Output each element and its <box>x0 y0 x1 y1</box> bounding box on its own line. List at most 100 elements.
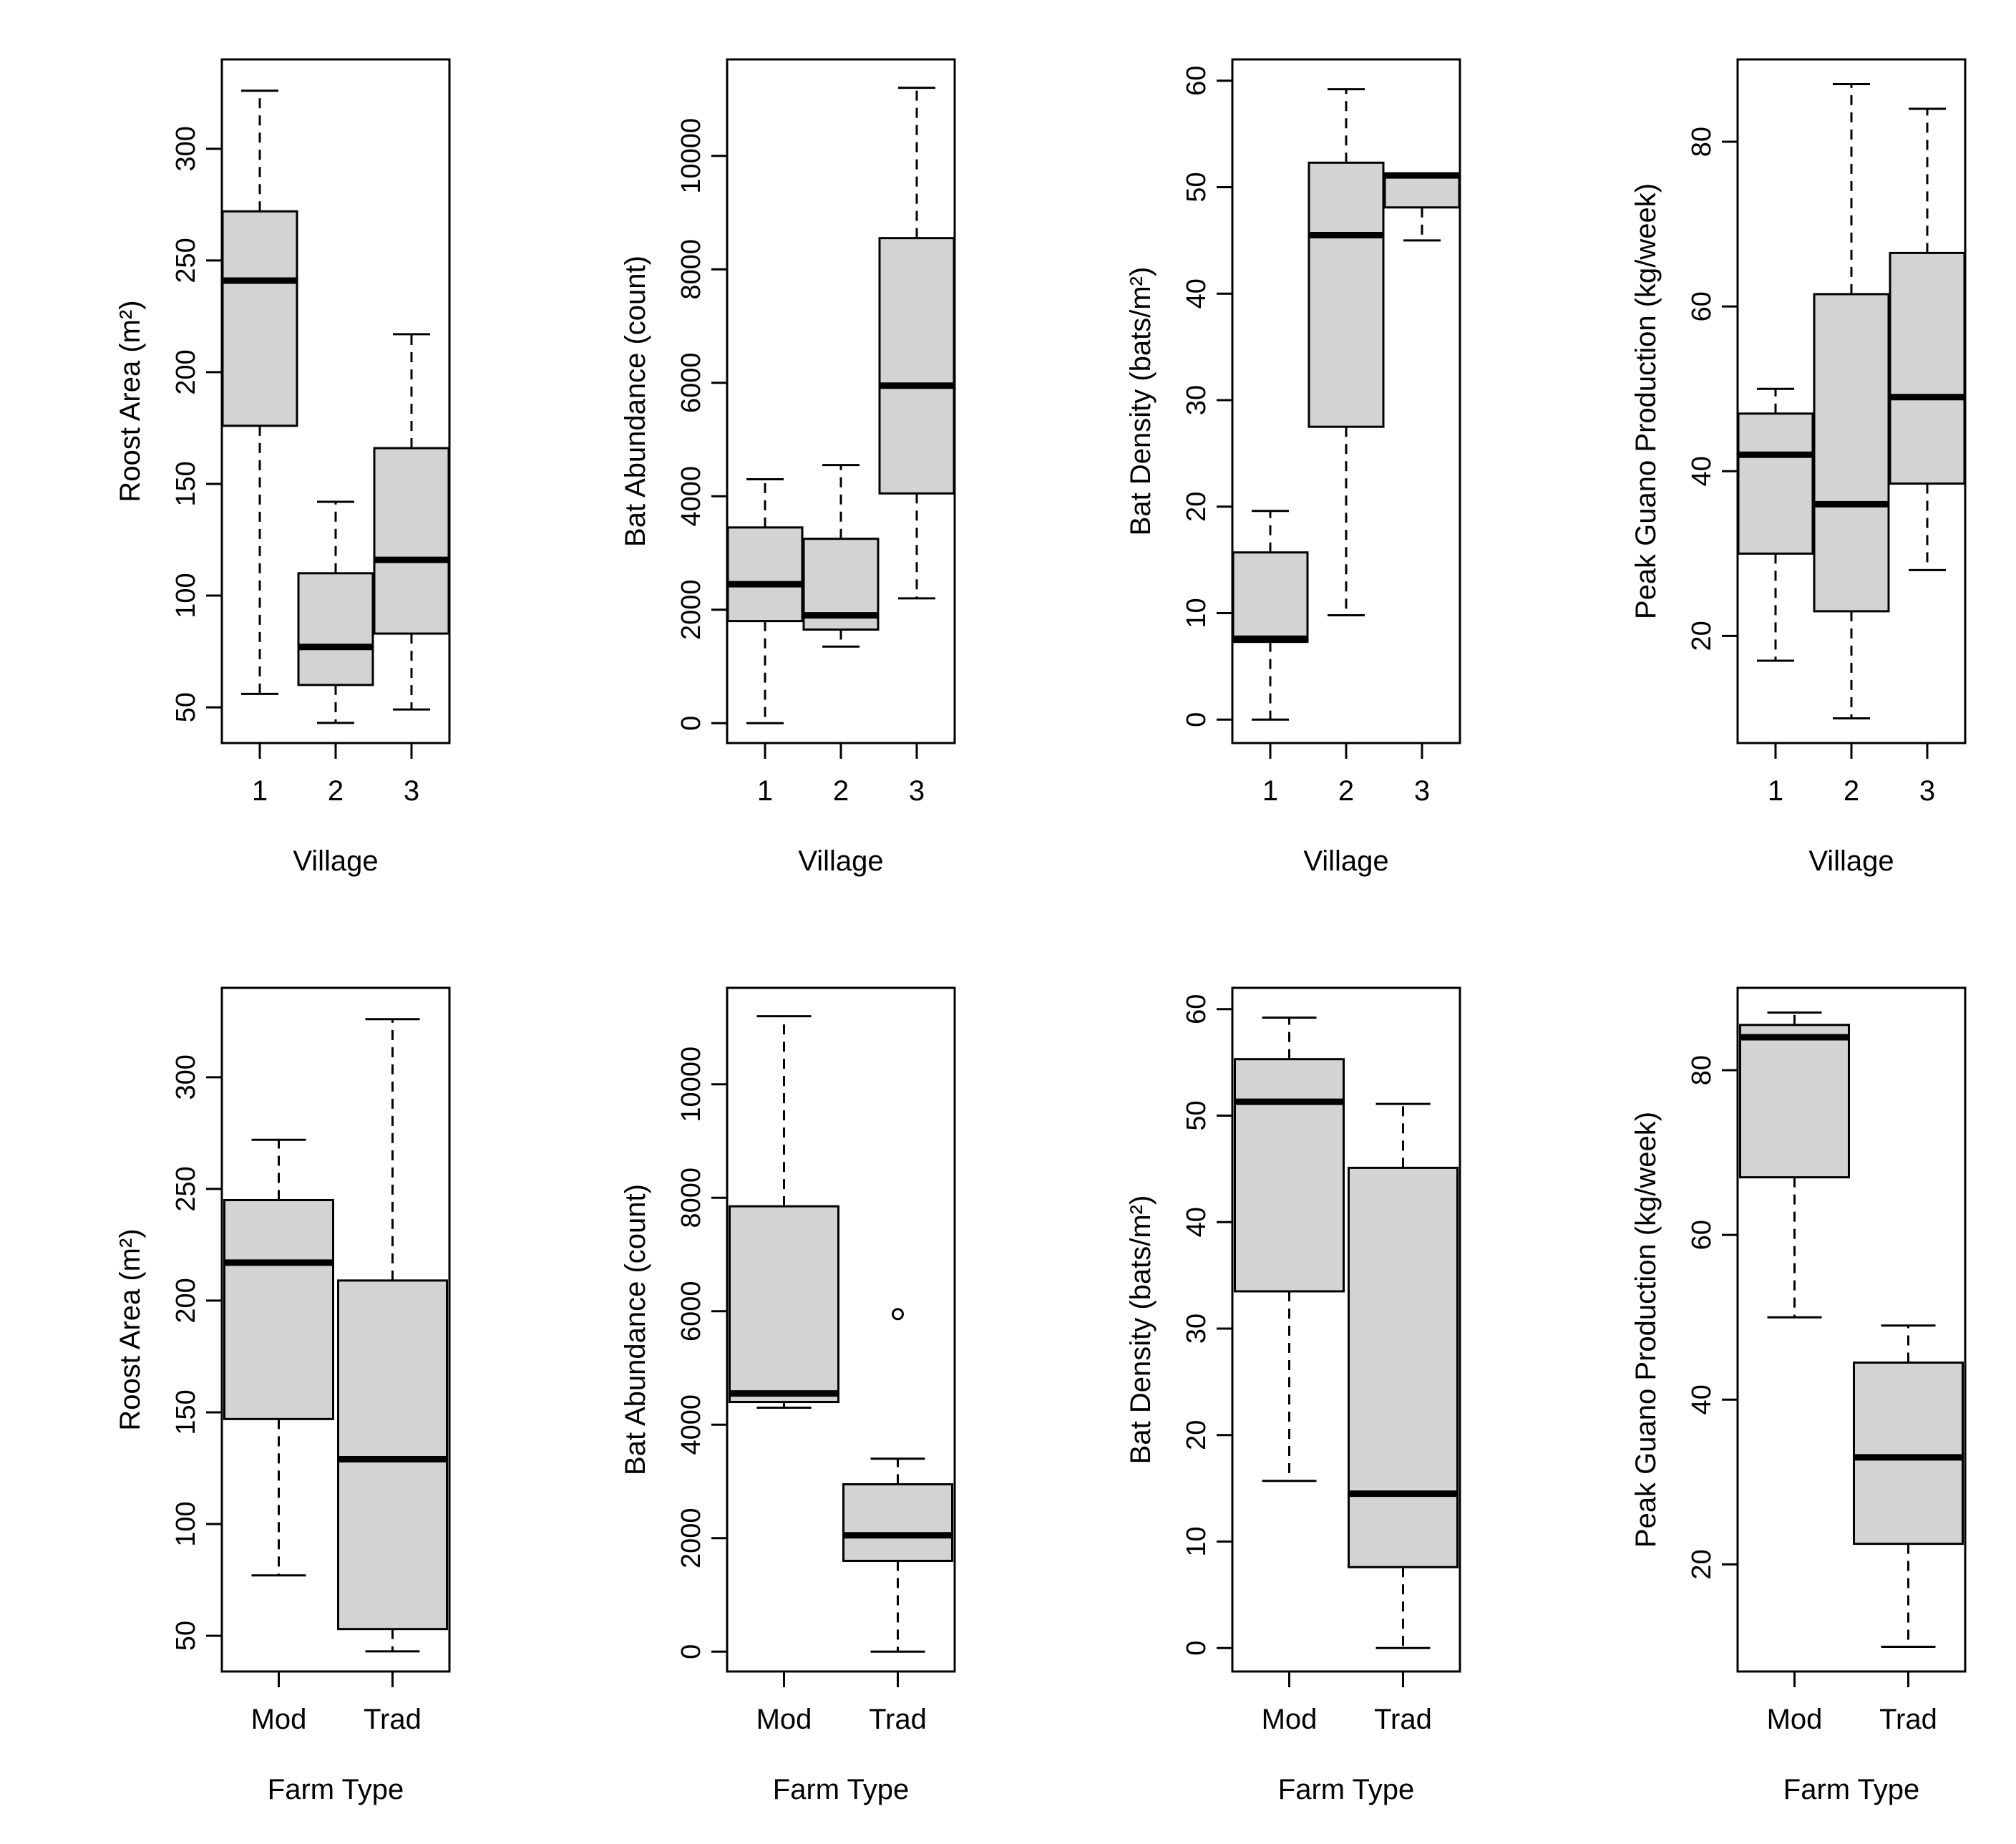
y-tick-label: 50 <box>171 692 201 722</box>
y-tick-label: 200 <box>171 1278 201 1323</box>
box-1 <box>221 89 298 695</box>
y-axis-label: Bat Density (bats/m²) <box>1125 1195 1156 1465</box>
y-tick-label: 150 <box>171 461 201 506</box>
box-iqr <box>373 447 450 635</box>
y-tick-label: 80 <box>1687 1055 1717 1085</box>
x-tick-label: 1 <box>757 775 773 807</box>
y-tick-label: 20 <box>1182 492 1212 522</box>
x-tick-label: 2 <box>1338 775 1354 807</box>
y-tick-label: 60 <box>1182 66 1212 96</box>
x-axis-label: Farm Type <box>773 1774 909 1805</box>
y-axis-label: Roost Area (m²) <box>115 300 146 502</box>
y-tick-label: 200 <box>171 349 201 394</box>
y-tick-label: 20 <box>1687 621 1717 651</box>
x-axis-label: Farm Type <box>1783 1774 1919 1805</box>
y-tick-label: 250 <box>171 1166 201 1211</box>
chart-panel-5: 50 100 150 200 250 300 Roost Area (m²) Mod Trad F… <box>115 986 451 1805</box>
y-tick-label: 0 <box>1182 1641 1212 1656</box>
y-tick-label: 4000 <box>676 1394 706 1455</box>
box-iqr <box>1737 412 1814 555</box>
y-tick-label: 8000 <box>676 1168 706 1228</box>
box-Mod <box>1234 1016 1345 1483</box>
x-tick-label: 2 <box>833 775 849 807</box>
box-iqr <box>1853 1362 1964 1545</box>
box-2 <box>1308 88 1385 616</box>
y-tick-label: 10000 <box>676 1047 706 1122</box>
box-iqr <box>842 1483 953 1562</box>
chart-panel-1: 50 100 150 200 250 300 Roost Area (m²) 1 2 3 Villa… <box>115 58 451 877</box>
box-3 <box>1889 107 1966 571</box>
y-tick-label: 60 <box>1687 291 1717 321</box>
y-tick-label: 60 <box>1182 994 1212 1024</box>
y-tick-label: 300 <box>171 126 201 171</box>
box-iqr <box>1232 551 1309 644</box>
x-tick-label: Mod <box>1767 1704 1823 1735</box>
x-tick-label: 3 <box>1919 775 1935 807</box>
x-tick-label: 1 <box>1768 775 1783 807</box>
x-tick-label: Mod <box>251 1704 307 1735</box>
y-tick-label: 40 <box>1182 278 1212 309</box>
y-axis-label: Peak Guano Production (kg/week) <box>1630 183 1662 619</box>
x-tick-label: Trad <box>1879 1704 1937 1735</box>
y-tick-label: 0 <box>676 1644 706 1659</box>
box-1 <box>1737 387 1814 662</box>
chart-panel-7: 0 10 20 30 40 50 60 Bat Density (bats/m²) Mod Tra… <box>1125 986 1461 1805</box>
x-tick-label: Mod <box>756 1704 812 1735</box>
box-Trad <box>842 1308 953 1653</box>
y-tick-label: 40 <box>1182 1207 1212 1237</box>
y-tick-label: 30 <box>1182 1314 1212 1344</box>
box-iqr <box>726 526 804 623</box>
box-iqr <box>1889 251 1966 485</box>
box-Trad <box>1348 1102 1459 1649</box>
y-axis-label: Bat Abundance (count) <box>620 1184 651 1475</box>
box-iqr <box>729 1205 839 1404</box>
box-3 <box>878 87 955 600</box>
y-tick-label: 6000 <box>676 352 706 413</box>
x-tick-label: 3 <box>1414 775 1430 807</box>
box-Mod <box>223 1138 334 1577</box>
x-tick-label: 2 <box>1844 775 1859 807</box>
y-tick-label: 300 <box>171 1054 201 1100</box>
box-iqr <box>1739 1024 1850 1179</box>
box-iqr <box>1813 293 1890 613</box>
y-tick-label: 6000 <box>676 1281 706 1341</box>
y-tick-label: 50 <box>1182 1100 1212 1130</box>
x-axis-label: Village <box>798 845 883 877</box>
box-2 <box>297 500 374 724</box>
y-tick-label: 30 <box>1182 385 1212 415</box>
box-1 <box>726 477 804 724</box>
box-Mod <box>729 1015 839 1409</box>
y-tick-label: 40 <box>1687 456 1717 486</box>
x-tick-label: 2 <box>328 775 344 807</box>
y-tick-label: 40 <box>1687 1384 1717 1414</box>
x-tick-label: 3 <box>404 775 419 807</box>
y-tick-label: 50 <box>1182 172 1212 202</box>
x-tick-label: Trad <box>1374 1704 1432 1735</box>
x-tick-label: Trad <box>869 1704 927 1735</box>
box-iqr <box>1348 1166 1459 1568</box>
y-tick-label: 10000 <box>676 118 706 194</box>
box-1 <box>1232 510 1309 721</box>
y-tick-label: 20 <box>1182 1420 1212 1450</box>
x-axis-label: Farm Type <box>268 1774 404 1805</box>
box-iqr <box>297 572 374 686</box>
box-iqr <box>1308 161 1385 428</box>
chart-panel-6: 0 2000 4000 6000 8000 10000 Bat Abundance (cou… <box>620 986 956 1805</box>
y-tick-label: 10 <box>1182 598 1212 628</box>
y-tick-label: 60 <box>1687 1220 1717 1250</box>
y-axis-label: Roost Area (m²) <box>115 1228 146 1430</box>
x-axis-label: Village <box>1303 845 1388 877</box>
box-Mod <box>1739 1011 1850 1319</box>
y-tick-label: 150 <box>171 1389 201 1435</box>
y-tick-label: 4000 <box>676 466 706 527</box>
plot-frame <box>726 986 956 1673</box>
box-iqr <box>1234 1058 1345 1293</box>
y-tick-label: 20 <box>1687 1549 1717 1579</box>
y-tick-label: 0 <box>676 716 706 731</box>
chart-panel-3: 0 10 20 30 40 50 60 Bat Density (bats/m²) 1 2 3 Vil… <box>1125 58 1461 877</box>
y-axis-label: Bat Density (bats/m²) <box>1125 267 1156 536</box>
box-iqr <box>1383 172 1461 209</box>
chart-panel-4: 20 40 60 80 Peak Guano Production (kg/week) 1… <box>1630 58 1967 877</box>
